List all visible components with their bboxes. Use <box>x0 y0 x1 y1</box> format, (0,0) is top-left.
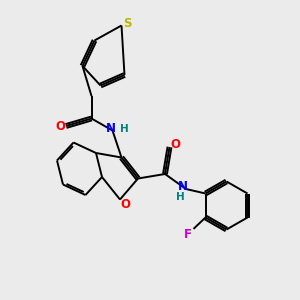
Text: N: N <box>177 179 188 193</box>
Text: O: O <box>170 138 180 151</box>
Text: N: N <box>106 122 116 136</box>
Text: H: H <box>176 192 185 203</box>
Text: F: F <box>184 228 191 242</box>
Text: O: O <box>56 119 66 133</box>
Text: S: S <box>123 17 131 31</box>
Text: O: O <box>120 198 130 212</box>
Text: H: H <box>120 124 129 134</box>
